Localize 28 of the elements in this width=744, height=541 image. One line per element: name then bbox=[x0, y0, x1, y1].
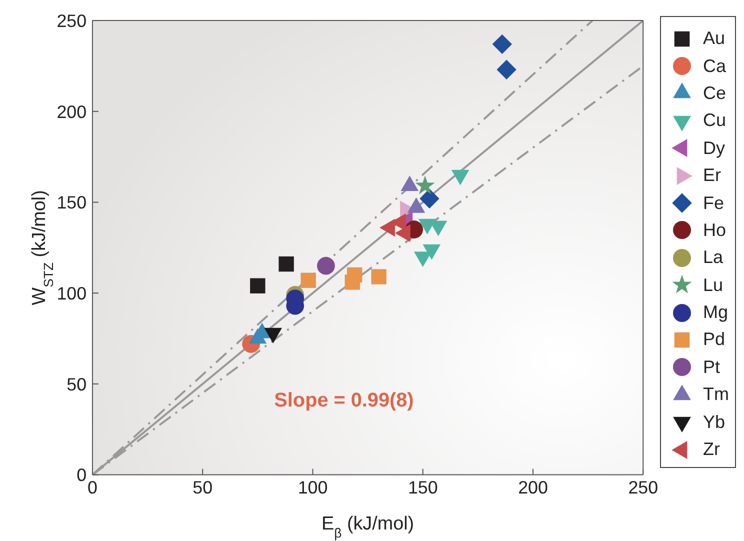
legend-label: Au bbox=[703, 28, 726, 50]
legend-label: Zr bbox=[703, 439, 720, 460]
legend-label: Ho bbox=[703, 220, 726, 241]
legend-label: Cu bbox=[703, 110, 726, 132]
x-tick-label: 250 bbox=[628, 477, 658, 498]
legend-label: La bbox=[703, 247, 724, 268]
legend-label: Mg bbox=[703, 302, 728, 324]
annotation: Slope = 0.99(8) bbox=[274, 390, 414, 412]
x-tick-label: 100 bbox=[298, 477, 328, 498]
y-tick-label: 50 bbox=[66, 374, 87, 394]
x-axis-title: E$_{β}$ (kJ/mol) bbox=[322, 513, 414, 540]
legend-label: Lu bbox=[703, 274, 724, 296]
legend-label: Pd bbox=[703, 329, 726, 350]
y-tick-label: 150 bbox=[56, 192, 87, 213]
legend-label: Dy bbox=[703, 138, 725, 159]
legend-label: Ce bbox=[703, 82, 726, 104]
legend-label: Er bbox=[703, 165, 721, 186]
legend-label: Fe bbox=[703, 192, 724, 214]
y-tick-label: 250 bbox=[56, 10, 87, 31]
x-tick-label: 50 bbox=[192, 477, 213, 498]
x-tick-label: 150 bbox=[408, 477, 438, 498]
legend-label: Pt bbox=[703, 356, 720, 378]
y-tick-label: 200 bbox=[56, 102, 87, 122]
legend-label: Yb bbox=[703, 412, 726, 433]
legend-label: Ca bbox=[703, 56, 726, 77]
legend-label: Tm bbox=[703, 384, 729, 406]
x-tick-label: 200 bbox=[518, 477, 548, 498]
y-tick-label: 100 bbox=[56, 283, 87, 304]
